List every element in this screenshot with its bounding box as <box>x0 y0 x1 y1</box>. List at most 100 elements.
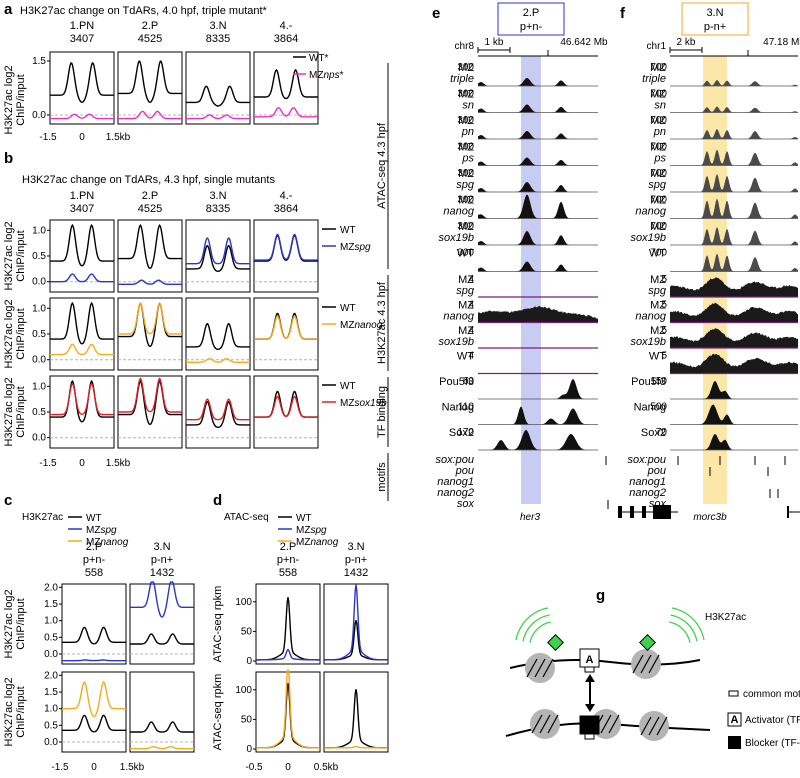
track-signal <box>478 406 598 425</box>
label-part: MZ <box>650 115 666 127</box>
plot-frame <box>323 671 389 753</box>
nucleosome <box>530 709 560 739</box>
h3k27ac-arc <box>671 607 705 641</box>
plot-frame <box>185 51 251 125</box>
region-class-title: 3.N <box>706 7 723 19</box>
wt-profile-line <box>50 62 114 104</box>
track-row: WT4 <box>457 351 598 375</box>
label-italic-part: ps <box>461 153 474 165</box>
coordinate-label: 47.18 Mb <box>763 37 800 48</box>
legend-label: MZnanog <box>296 537 339 548</box>
region-class-title: 2.P <box>523 7 540 19</box>
label-part: MZ <box>458 115 474 127</box>
y-tick-label: 50 <box>241 626 253 637</box>
nucleosome <box>631 649 661 679</box>
track-signal <box>670 227 798 245</box>
y-tick-label: 0.0 <box>32 433 46 444</box>
gene-exon <box>653 505 671 519</box>
group-label: TF binding <box>376 386 388 438</box>
group-label: motifs <box>376 462 388 492</box>
column-count: 3407 <box>70 203 94 215</box>
label-part: Nanog <box>634 402 666 414</box>
legend-mutant-label: MZsox19b <box>340 398 387 409</box>
plot-frame <box>253 219 319 293</box>
track-sublabel-atac: sox19b <box>631 232 666 244</box>
mutant-profile-line <box>62 659 126 662</box>
track-signal <box>670 106 798 113</box>
y-tick-label: 1.5 <box>32 56 46 67</box>
plot-frame <box>49 297 115 371</box>
track-row: WT5 <box>649 351 798 375</box>
nucleosome-hatch <box>608 714 620 734</box>
label-italic-part: sox19b <box>439 232 474 244</box>
mutant-profile-line <box>50 343 114 356</box>
nucleosome-hatch <box>648 716 660 736</box>
y-tick-label: 2.0 <box>44 582 58 593</box>
label-italic-part: spg <box>456 285 475 297</box>
label-part: Pou5f3 <box>439 376 474 388</box>
label-part: MZ <box>458 221 474 233</box>
label-part: WT* <box>309 53 329 64</box>
label-part: Sox2 <box>641 427 666 439</box>
motif-label: nanog2 <box>629 487 666 499</box>
y-axis-label: H3K27ac log2 <box>3 299 15 368</box>
acetyl-mark <box>547 634 564 651</box>
h3k27ac-arc <box>515 607 549 641</box>
track-scale-label: 700 <box>650 168 667 179</box>
coordinate-label: 46.642 Mb <box>560 37 608 48</box>
track-signal <box>670 328 798 348</box>
blocker-box-fill <box>580 716 599 734</box>
y-tick-label: 0.0 <box>44 649 58 660</box>
nucleosome-hatch <box>542 658 554 678</box>
label-part: MZ <box>340 398 354 409</box>
mutant-profile-line <box>254 233 318 261</box>
nucleosome-hatch <box>656 716 668 736</box>
label-italic-part: nanog <box>354 320 382 331</box>
label-italic-part: spg <box>648 179 667 191</box>
wt-profile-line <box>324 620 388 661</box>
legend-wt-label: WT <box>340 303 356 314</box>
wt-profile-line <box>118 60 182 104</box>
motif-box <box>584 733 595 740</box>
track-label-atac: MZ <box>650 168 666 180</box>
legend-wt-label: WT <box>340 225 356 236</box>
track-sublabel-atac: sn <box>654 100 666 112</box>
x-tick-label: -1.5 <box>39 132 57 143</box>
y-tick-label: 1.0 <box>44 616 58 627</box>
track-scale-label: 5 <box>661 351 667 362</box>
gene-name-label: her3 <box>520 512 540 523</box>
nucleosome-hatch <box>648 654 660 674</box>
plot-frame <box>117 51 183 125</box>
track-label-atac: MZ <box>650 195 666 207</box>
motif-label: pou <box>647 465 666 477</box>
region-class-box <box>497 2 565 36</box>
track-label-k27: MZ <box>458 274 474 286</box>
label-part: MZ <box>650 168 666 180</box>
legend-mutant-label: MZnps* <box>309 70 344 81</box>
mutant-profile-line <box>186 358 250 363</box>
column-count: 8335 <box>206 33 230 45</box>
legend-label: MZspg <box>296 525 327 536</box>
track-scale-label: 4 <box>468 274 474 285</box>
label-part: MZ <box>650 300 666 312</box>
label-part: MZ <box>650 62 666 74</box>
label-part: WT <box>86 513 102 524</box>
column-header: 3.N <box>209 20 226 32</box>
legend-motif-swatch <box>728 690 739 697</box>
column-subheader: p-n+ <box>151 554 173 566</box>
track-scale-label: 300 <box>457 195 474 206</box>
mutant-profile-line <box>256 648 320 661</box>
track-sublabel-k27: sox19b <box>439 336 474 348</box>
label-italic-part: spg <box>100 525 117 536</box>
y-tick-label: 0.0 <box>44 737 58 748</box>
wt-profile-line <box>130 633 194 645</box>
